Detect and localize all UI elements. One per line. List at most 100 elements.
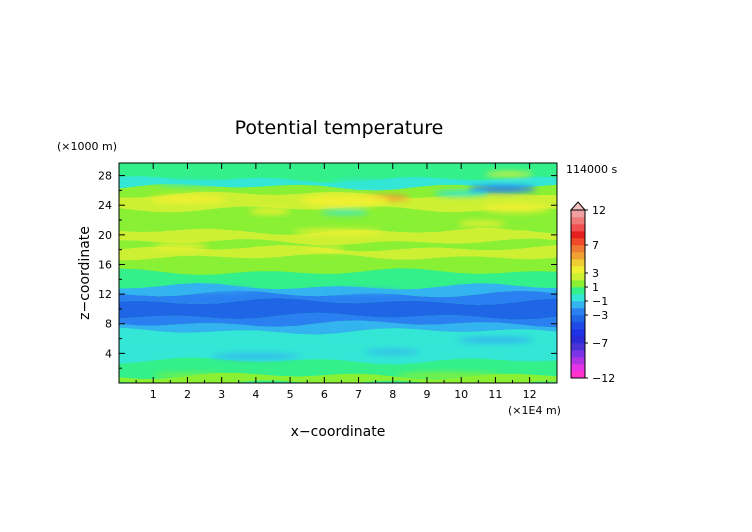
colorbar-label: 1 <box>592 281 599 294</box>
colorbar-swatch <box>571 252 585 260</box>
contour-band <box>119 163 557 176</box>
contour-band <box>119 320 557 335</box>
contour-blob <box>249 208 291 215</box>
colorbar-swatch <box>571 280 585 288</box>
y-tick-label: 28 <box>98 170 112 183</box>
colorbar-swatch <box>571 266 585 274</box>
contour-band <box>119 206 557 224</box>
contour-blob <box>187 287 256 292</box>
colorbar-swatch <box>571 259 585 267</box>
y-tick-label: 16 <box>98 258 112 271</box>
colorbar-swatch <box>571 343 585 351</box>
colorbar-swatch <box>571 238 585 246</box>
colorbar-frame <box>570 209 586 379</box>
plot-area <box>119 163 557 383</box>
y-unit-label: (×1000 m) <box>57 140 117 153</box>
contour-blob <box>320 210 369 215</box>
x-tick-label: 6 <box>321 388 328 401</box>
contour-blob <box>481 203 551 213</box>
x-tick-label: 7 <box>355 388 362 401</box>
colorbar-label: 3 <box>592 267 599 280</box>
contour-blob <box>468 185 537 193</box>
contour-blob <box>156 180 219 186</box>
x-tick-label: 3 <box>218 388 225 401</box>
contour-band <box>119 253 557 268</box>
contour-blob <box>485 171 534 177</box>
colorbar-swatch <box>571 224 585 232</box>
contour-blob <box>293 228 383 235</box>
x-tick-label: 12 <box>523 388 537 401</box>
contour-blob <box>153 243 209 250</box>
colorbar-swatch <box>571 336 585 344</box>
colorbar-swatch <box>571 287 585 295</box>
contour-band <box>119 275 557 290</box>
colorbar-swatch <box>571 210 585 218</box>
colorbar-swatch <box>571 245 585 253</box>
colorbar-label: −12 <box>592 372 615 385</box>
x-tick-label: 1 <box>150 388 157 401</box>
contour-blob <box>327 289 403 293</box>
x-tick-label: 2 <box>184 388 191 401</box>
colorbar-swatch <box>571 350 585 358</box>
colorbar-label: −7 <box>592 337 608 350</box>
contour-band <box>119 260 557 275</box>
colorbar-label: 12 <box>592 204 606 217</box>
x-tick-label: 5 <box>287 388 294 401</box>
contour-blob <box>396 372 499 379</box>
contour-blob <box>211 353 301 359</box>
colorbar: 12 7 31−1−3 −7 −12 <box>569 201 615 385</box>
contour-band <box>119 290 557 305</box>
colorbar-swatch <box>571 315 585 323</box>
y-tick-label: 12 <box>98 288 112 301</box>
contour-band <box>119 217 557 231</box>
colorbar-swatch <box>571 294 585 302</box>
contour-blob <box>365 349 421 355</box>
y-axis-label: z−coordinate <box>77 226 93 320</box>
colorbar-extend-arrow <box>569 201 587 211</box>
colorbar-swatch <box>571 217 585 225</box>
contour-band <box>119 327 557 346</box>
x-axis-label: x−coordinate <box>291 424 386 440</box>
colorbar-swatch <box>571 329 585 337</box>
colorbar-swatch <box>571 322 585 330</box>
y-tick-label: 20 <box>98 229 112 242</box>
contour-band <box>119 372 557 383</box>
y-tick-label: 24 <box>98 199 112 212</box>
x-tick-label: 9 <box>423 388 430 401</box>
contour-band <box>119 244 557 261</box>
contour-blob <box>300 194 390 207</box>
x-unit-label: (×1E4 m) <box>508 404 561 417</box>
colorbar-swatch <box>571 231 585 239</box>
x-tick-label: 10 <box>454 388 468 401</box>
y-axis-ticks: 4 8 12 16 20 24 28 <box>98 170 557 369</box>
contour-bands <box>119 163 557 383</box>
colorbar-swatch <box>571 371 585 379</box>
colorbar-swatch <box>571 273 585 281</box>
plot-frame <box>118 162 558 384</box>
colorbar-label: −3 <box>592 309 608 322</box>
x-tick-label: 11 <box>488 388 502 401</box>
contour-blob <box>153 373 222 378</box>
x-tick-label: 8 <box>389 388 396 401</box>
colorbar-swatch <box>571 364 585 372</box>
y-tick-label: 4 <box>105 347 112 360</box>
contour-band <box>119 268 557 282</box>
y-tick-label: 8 <box>105 318 112 331</box>
colorbar-swatch <box>571 301 585 309</box>
contour-blob <box>457 337 533 343</box>
x-axis-ticks: 1 2 3 4 5 6 7 8 9 10 11 12 <box>135 163 548 401</box>
colorbar-label: 7 <box>592 239 599 252</box>
colorbar-swatch <box>571 308 585 316</box>
contour-blob <box>149 194 225 204</box>
contour-band <box>119 312 557 328</box>
contour-features <box>149 171 551 379</box>
contour-band <box>119 297 557 320</box>
chart-title: Potential temperature <box>235 117 444 139</box>
contour-band <box>119 169 557 183</box>
contour-blob <box>457 221 506 227</box>
contour-band <box>119 227 557 246</box>
time-label: 114000 s <box>566 163 617 176</box>
contour-band <box>119 238 557 252</box>
colorbar-label: −1 <box>592 295 608 308</box>
